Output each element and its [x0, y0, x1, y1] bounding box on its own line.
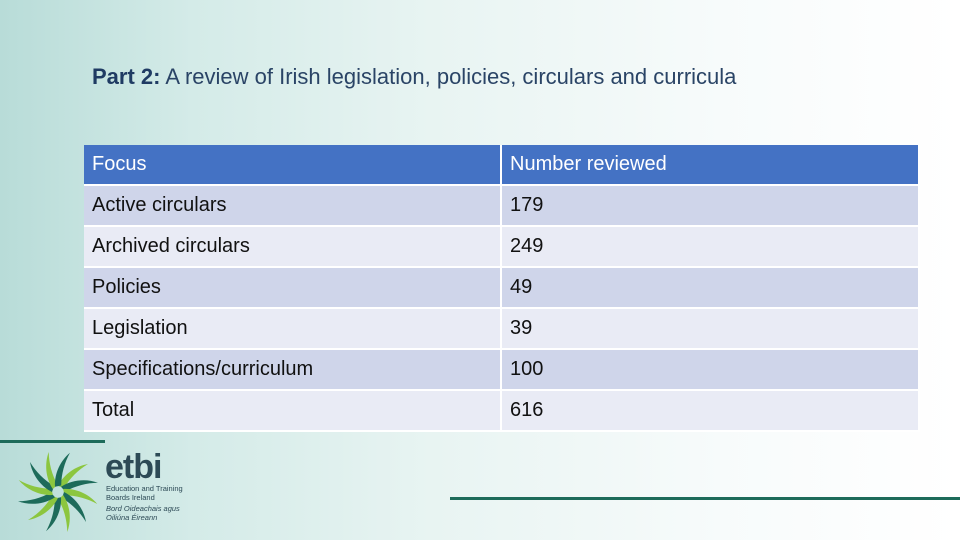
table-row: Policies 49 — [84, 267, 920, 309]
row-count-cell: 616 — [501, 390, 920, 432]
review-table: Focus Number reviewed Active circulars 1… — [84, 145, 920, 432]
table-row: Active circulars 179 — [84, 185, 920, 227]
slide-title-prefix: Part 2: — [92, 64, 161, 89]
header-focus: Focus — [84, 145, 502, 186]
row-count-cell: 39 — [501, 308, 920, 350]
row-focus-cell: Active circulars — [84, 185, 502, 227]
left-divider-line — [0, 440, 105, 443]
logo-english-line2: Boards Ireland — [106, 493, 155, 502]
row-count-cell: 100 — [501, 349, 920, 391]
logo-english-line1: Education and Training — [106, 484, 183, 493]
row-count-cell: 49 — [501, 267, 920, 309]
slide-title-text: A review of Irish legislation, policies,… — [160, 64, 737, 89]
row-count-cell: 179 — [501, 185, 920, 227]
header-number-reviewed: Number reviewed — [501, 145, 920, 186]
row-focus-cell: Specifications/curriculum — [84, 349, 502, 391]
table-row: Archived circulars 249 — [84, 226, 920, 268]
slide-title: Part 2: A review of Irish legislation, p… — [92, 64, 736, 90]
logo-english-name: Education and Training Boards Ireland — [106, 484, 201, 502]
etbi-swirl-logo-icon — [18, 452, 98, 532]
logo-irish-line2: Oiliúna Éireann — [106, 513, 158, 522]
bottom-divider-line — [450, 497, 960, 500]
logo-wordmark: etbi — [105, 448, 162, 486]
table-header-row: Focus Number reviewed — [84, 145, 920, 186]
row-focus-cell: Archived circulars — [84, 226, 502, 268]
table-row: Specifications/curriculum 100 — [84, 349, 920, 391]
row-focus-cell: Legislation — [84, 308, 502, 350]
row-focus-cell: Policies — [84, 267, 502, 309]
row-count-cell: 249 — [501, 226, 920, 268]
logo-irish-name: Bord Oideachais agus Oiliúna Éireann — [106, 504, 201, 522]
logo-irish-line1: Bord Oideachais agus — [106, 504, 180, 513]
table-row: Legislation 39 — [84, 308, 920, 350]
table-row: Total 616 — [84, 390, 920, 432]
row-focus-cell: Total — [84, 390, 502, 432]
